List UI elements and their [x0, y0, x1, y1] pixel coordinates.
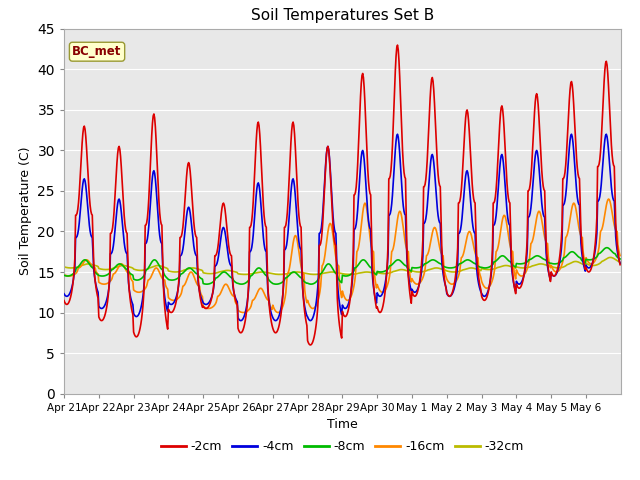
-2cm	[228, 253, 236, 259]
-16cm	[277, 308, 285, 313]
-16cm	[60, 272, 68, 277]
-4cm	[228, 263, 236, 269]
-32cm	[125, 264, 133, 270]
X-axis label: Time: Time	[327, 418, 358, 431]
-8cm	[256, 265, 264, 271]
-2cm	[616, 262, 624, 267]
-16cm	[400, 231, 408, 237]
-8cm	[277, 280, 285, 286]
-8cm	[616, 256, 624, 262]
-32cm	[228, 268, 236, 274]
-8cm	[400, 262, 408, 267]
Line: -8cm: -8cm	[64, 248, 620, 284]
-4cm	[237, 318, 244, 324]
Line: -16cm: -16cm	[64, 199, 620, 312]
-32cm	[431, 265, 439, 271]
Legend: -2cm, -4cm, -8cm, -16cm, -32cm: -2cm, -4cm, -8cm, -16cm, -32cm	[156, 435, 529, 458]
-2cm	[307, 342, 314, 348]
Line: -2cm: -2cm	[64, 45, 620, 345]
-4cm	[277, 306, 285, 312]
-4cm	[431, 177, 439, 183]
-16cm	[256, 286, 264, 291]
-32cm	[277, 272, 285, 277]
-8cm	[603, 245, 611, 251]
Title: Soil Temperatures Set B: Soil Temperatures Set B	[251, 9, 434, 24]
-32cm	[256, 269, 264, 275]
-16cm	[431, 225, 439, 231]
-2cm	[125, 288, 133, 293]
Y-axis label: Soil Temperature (C): Soil Temperature (C)	[19, 147, 32, 276]
-4cm	[400, 208, 408, 214]
-4cm	[125, 287, 133, 292]
-16cm	[228, 291, 236, 297]
-2cm	[432, 132, 440, 138]
-16cm	[605, 196, 612, 202]
-32cm	[616, 260, 624, 265]
-16cm	[239, 310, 247, 315]
-16cm	[125, 271, 133, 277]
-2cm	[60, 298, 68, 303]
-2cm	[394, 42, 401, 48]
-8cm	[125, 269, 133, 275]
-8cm	[228, 275, 236, 281]
Line: -32cm: -32cm	[64, 257, 620, 275]
-4cm	[602, 132, 610, 137]
-32cm	[60, 264, 68, 270]
Line: -4cm: -4cm	[64, 134, 620, 321]
-2cm	[276, 318, 284, 324]
-32cm	[400, 267, 408, 273]
-8cm	[203, 281, 211, 287]
-2cm	[255, 123, 263, 129]
-8cm	[431, 258, 439, 264]
-32cm	[241, 272, 249, 277]
-8cm	[60, 272, 68, 278]
-4cm	[60, 291, 68, 297]
-4cm	[256, 188, 264, 193]
-2cm	[401, 174, 408, 180]
-16cm	[616, 252, 624, 258]
-32cm	[607, 254, 614, 260]
-4cm	[616, 261, 624, 266]
Text: BC_met: BC_met	[72, 45, 122, 58]
